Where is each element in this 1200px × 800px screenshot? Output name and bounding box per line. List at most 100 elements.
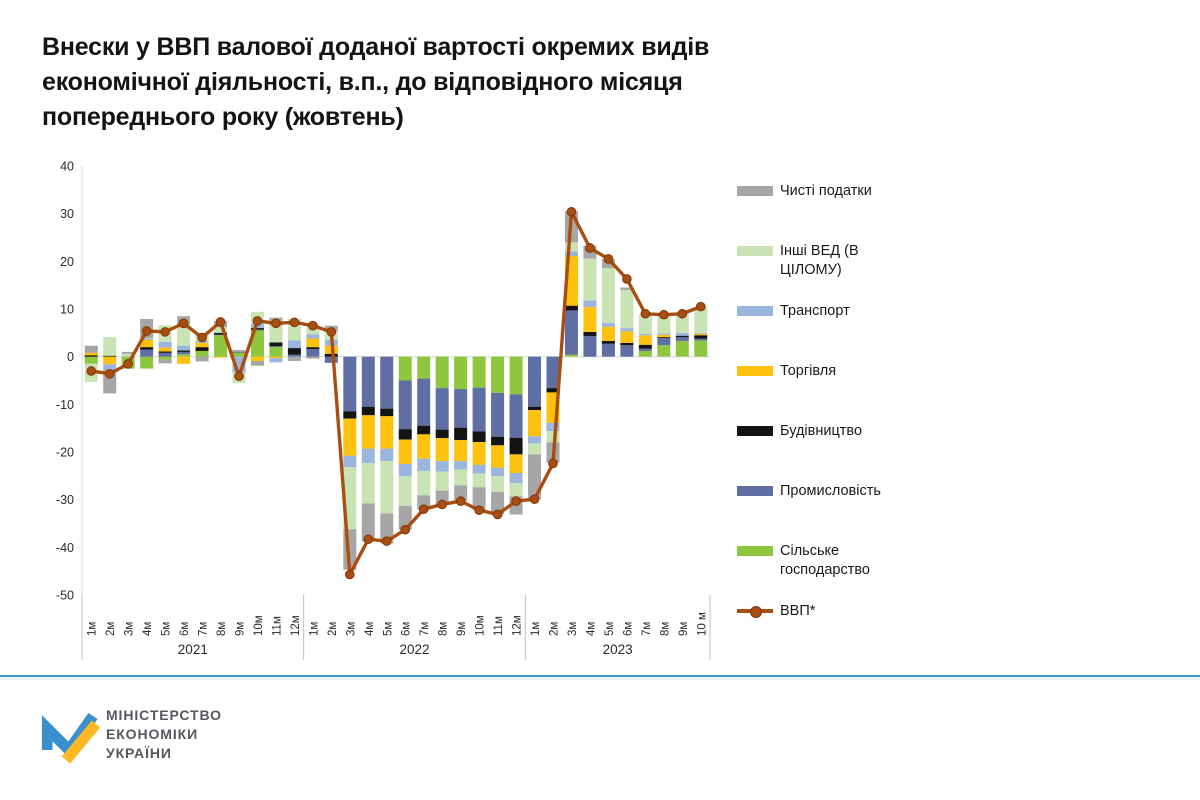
bar-segment	[250, 329, 264, 331]
bar-segment	[601, 343, 615, 357]
bar-segment	[620, 328, 634, 332]
bar-segment	[417, 434, 431, 459]
legend-item-transport: Транспорт	[737, 302, 927, 362]
bar-segment	[657, 338, 671, 346]
bar-segment	[158, 341, 172, 348]
bar-segment	[638, 350, 652, 357]
ministry-logo-icon	[42, 712, 100, 764]
legend-label: Будівництво	[780, 423, 863, 439]
bar-segment	[324, 356, 338, 363]
bar-segment	[583, 258, 597, 301]
gdp-point	[640, 308, 651, 319]
gdp-point	[215, 317, 226, 327]
ministry-name-line-2: ЕКОНОМІКИ	[106, 726, 199, 742]
x-tick-label: 1м	[530, 622, 542, 636]
bar-segment	[564, 354, 578, 357]
bar-segment	[158, 351, 172, 353]
x-tick-label: 9м	[456, 622, 468, 636]
bar-segment	[121, 351, 135, 354]
bar-segment	[398, 429, 412, 440]
bar-segment	[398, 476, 412, 506]
bar-segment	[343, 411, 357, 419]
bar-segment	[435, 429, 449, 439]
bar-segment	[306, 334, 320, 339]
gdp-point	[695, 301, 706, 312]
bar-segment	[454, 356, 468, 390]
legend-label: Промисловість	[780, 483, 881, 499]
bar-segment	[694, 335, 708, 339]
x-tick-label: 1м	[308, 622, 320, 636]
bar-segment	[250, 360, 264, 366]
x-tick-label: 3м	[567, 622, 579, 636]
construction-swatch-icon	[737, 426, 773, 436]
bar-segment	[84, 356, 98, 364]
bar-segment	[694, 332, 708, 334]
bar-segment	[528, 443, 542, 455]
bar-segment	[454, 485, 468, 502]
bar-segment	[454, 427, 468, 441]
bar-segment	[564, 242, 578, 252]
bar-segment	[620, 331, 634, 343]
bar-segment	[638, 335, 652, 345]
bar-segment	[657, 337, 671, 339]
legend-item-trade: Торгівля	[737, 362, 927, 422]
bar-segment	[306, 356, 320, 359]
gdp-point	[345, 569, 355, 580]
x-tick-label: 12м	[290, 615, 302, 636]
bar-segment	[343, 455, 357, 468]
x-tick-label: 5м	[604, 622, 616, 636]
bar-segment	[417, 356, 431, 379]
gdp-point	[418, 504, 429, 515]
bar-segment	[158, 356, 172, 360]
legend-label: Інші ВЕД (В ЦІЛОМУ)	[780, 243, 859, 278]
x-tick-label: 7м	[641, 622, 653, 636]
trade-swatch-icon	[737, 366, 773, 376]
bar-segment	[694, 306, 708, 333]
gdp-point	[603, 254, 614, 264]
legend-item-gdp: ВВП*	[737, 602, 927, 662]
x-tick-label: 2м	[105, 622, 117, 636]
bar-segment	[287, 348, 301, 355]
bar-segment	[324, 353, 338, 357]
bar-segment	[435, 388, 449, 430]
bar-segment	[269, 325, 283, 343]
bar-segment	[398, 439, 412, 464]
bar-segment	[454, 461, 468, 470]
taxes-swatch-icon	[737, 186, 773, 196]
bar-segment	[398, 380, 412, 430]
bar-segment	[528, 356, 542, 407]
bar-segment	[84, 355, 98, 357]
bar-segment	[583, 331, 597, 337]
bar-segment	[250, 330, 264, 357]
bar-segment	[472, 387, 486, 432]
bar-segment	[287, 340, 301, 349]
bar-segment	[601, 340, 615, 344]
bar-segment	[306, 338, 320, 348]
bar-segment	[657, 333, 671, 335]
bar-segment	[694, 340, 708, 357]
bar-segment	[103, 364, 117, 370]
bar-segment	[528, 410, 542, 437]
gdp-point	[548, 458, 558, 469]
gdp-point	[289, 317, 300, 328]
x-tick-label: 11м	[271, 616, 283, 636]
y-tick-label: -20	[56, 446, 74, 460]
bar-segment	[509, 437, 523, 455]
bar-segment	[195, 347, 209, 351]
legend-item-construction: Будівництво	[737, 422, 927, 482]
x-tick-label: 12м	[512, 615, 524, 636]
bar-segment	[601, 326, 615, 341]
bar-segment	[380, 416, 394, 449]
x-tick-label: 9м	[678, 622, 690, 636]
bar-segment	[528, 406, 542, 411]
x-tick-label: 1м	[87, 622, 99, 636]
legend-label: Чисті податки	[780, 183, 872, 199]
bar-segment	[361, 406, 375, 416]
bar-segment	[435, 356, 449, 389]
bar-segment	[177, 350, 191, 352]
bar-segment	[509, 356, 523, 395]
x-tick-label: 4м	[142, 622, 154, 636]
y-tick-label: -10	[56, 398, 74, 412]
bar-segment	[675, 340, 689, 357]
bar-segment	[620, 342, 634, 346]
